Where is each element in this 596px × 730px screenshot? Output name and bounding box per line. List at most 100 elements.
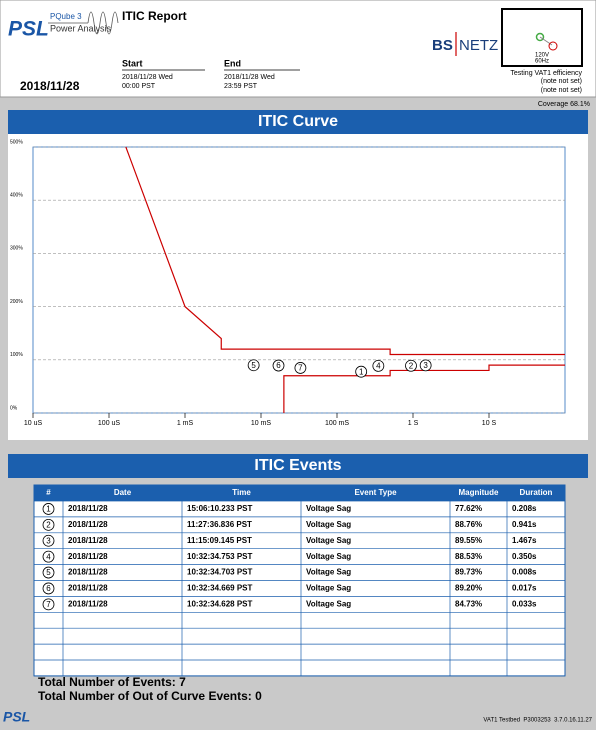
event-marker-label: 4 (376, 362, 381, 371)
chart-panel (8, 134, 588, 440)
events-title: ITIC Events (254, 457, 341, 474)
table-cell: Voltage Sag (306, 599, 351, 608)
x-tick-label: 10 S (482, 420, 497, 427)
logo-wave (48, 11, 119, 35)
row-number-badge (42, 582, 55, 595)
event-marker (355, 365, 368, 378)
coverage: Coverage 68.1% (538, 101, 590, 108)
x-tick-label: 100 uS (98, 420, 121, 427)
x-tick-label: 10 uS (24, 420, 43, 427)
header-panel (0, 0, 596, 98)
table-cell: Voltage Sag (306, 552, 351, 561)
row-number: 5 (46, 568, 51, 577)
product-subtitle: Power Analysis (50, 23, 112, 33)
y-tick-label: 200% (10, 299, 23, 305)
column-header: Event Type (354, 488, 397, 497)
table-cell: 10:32:34.628 PST (187, 599, 252, 608)
y-tick-label: 500% (10, 139, 23, 145)
start-date: 2018/11/28 Wed (122, 74, 173, 81)
row-number-badge (42, 503, 55, 515)
y-tick-label: 300% (10, 246, 23, 252)
table-cell: 2018/11/28 (68, 568, 108, 577)
table-cell: 89.55% (455, 536, 482, 545)
table-cell: 2018/11/28 (68, 504, 108, 513)
column-header: Duration (520, 488, 553, 497)
column-header: Date (114, 488, 132, 497)
row-number-badge (42, 566, 55, 579)
column-header: Time (232, 488, 251, 497)
table-cell: Voltage Sag (306, 584, 351, 593)
x-tick-label: 1 S (408, 420, 419, 427)
site-note: (note not set) (541, 78, 582, 85)
table-cell: Voltage Sag (306, 520, 351, 529)
event-marker (247, 359, 260, 372)
chart-title: ITIC Curve (258, 113, 338, 130)
row-number: 4 (46, 552, 51, 561)
frequency: 60Hz (535, 59, 549, 65)
status-box (501, 8, 583, 67)
table-cell: 2018/11/28 (68, 520, 108, 529)
table-cell: 0.033s (512, 599, 537, 608)
logo: PSL (8, 18, 49, 41)
event-marker-label: 2 (409, 361, 414, 370)
row-number: 1 (46, 505, 51, 514)
row-number-badge (42, 550, 55, 563)
x-tick-label: 1 mS (177, 420, 194, 427)
event-marker (272, 359, 285, 372)
x-tick-label: 10 mS (251, 420, 272, 427)
row-number-badge (42, 518, 55, 531)
row-number-badge (42, 534, 55, 547)
end-time: 23:59 PST (224, 83, 258, 90)
row-number-badge (42, 598, 55, 611)
site-note: (note not set) (541, 87, 582, 94)
status-icon-alert (548, 41, 558, 51)
event-marker-label: 6 (276, 361, 281, 370)
end-date: 2018/11/28 Wed (224, 74, 275, 81)
voltage: 120V (535, 53, 549, 59)
table-cell: 88.53% (455, 552, 482, 561)
column-header: Magnitude (459, 488, 500, 497)
table-cell: 0.017s (512, 584, 537, 593)
start-label: Start (122, 58, 143, 68)
table-cell: 2018/11/28 (68, 536, 108, 545)
total-events: Total Number of Events: 7 (38, 675, 186, 689)
y-tick-label: 100% (10, 352, 23, 358)
table-cell: 11:27:36.836 PST (187, 520, 252, 529)
event-marker (372, 360, 385, 372)
table-cell: 1.467s (512, 536, 537, 545)
site-name: Testing VAT1 efficiency (510, 70, 582, 77)
table-cell: 88.76% (455, 520, 482, 529)
footer-logo: PSL (3, 709, 30, 725)
event-marker-label: 1 (359, 367, 364, 376)
table-cell: 0.008s (512, 568, 537, 577)
chart-title-bar (8, 110, 588, 134)
product: PQube 3 (50, 12, 82, 21)
column-header: # (46, 488, 51, 497)
table-cell: 0.208s (512, 504, 537, 513)
status-icon (535, 32, 545, 42)
event-marker-label: 3 (423, 361, 428, 370)
table-cell: 2018/11/28 (68, 599, 108, 608)
event-marker-label: 7 (298, 364, 303, 373)
table-cell: 77.62% (455, 504, 482, 513)
footer-info: VAT1 Testbed P3003253 3.7.0.16.11.27 (483, 718, 592, 724)
events-title-bar (8, 454, 588, 478)
table-cell: Voltage Sag (306, 568, 351, 577)
end-label: End (224, 58, 241, 68)
table-header (34, 485, 565, 501)
row-number: 7 (46, 600, 51, 609)
report-title: ITIC Report (122, 9, 187, 23)
event-marker-label: 5 (251, 361, 256, 370)
table-cell: 89.73% (455, 568, 482, 577)
total-out-events: Total Number of Out of Curve Events: 0 (38, 689, 262, 703)
event-marker (405, 359, 417, 372)
table-cell: 2018/11/28 (68, 552, 108, 561)
y-tick-label: 0% (10, 405, 18, 411)
table-cell: 11:15:09.145 PST (187, 536, 252, 545)
event-marker (294, 362, 307, 374)
table-cell: 0.941s (512, 520, 537, 529)
y-tick-label: 400% (10, 193, 23, 199)
itic-curve (125, 146, 565, 356)
report-date: 2018/11/28 (20, 79, 80, 93)
